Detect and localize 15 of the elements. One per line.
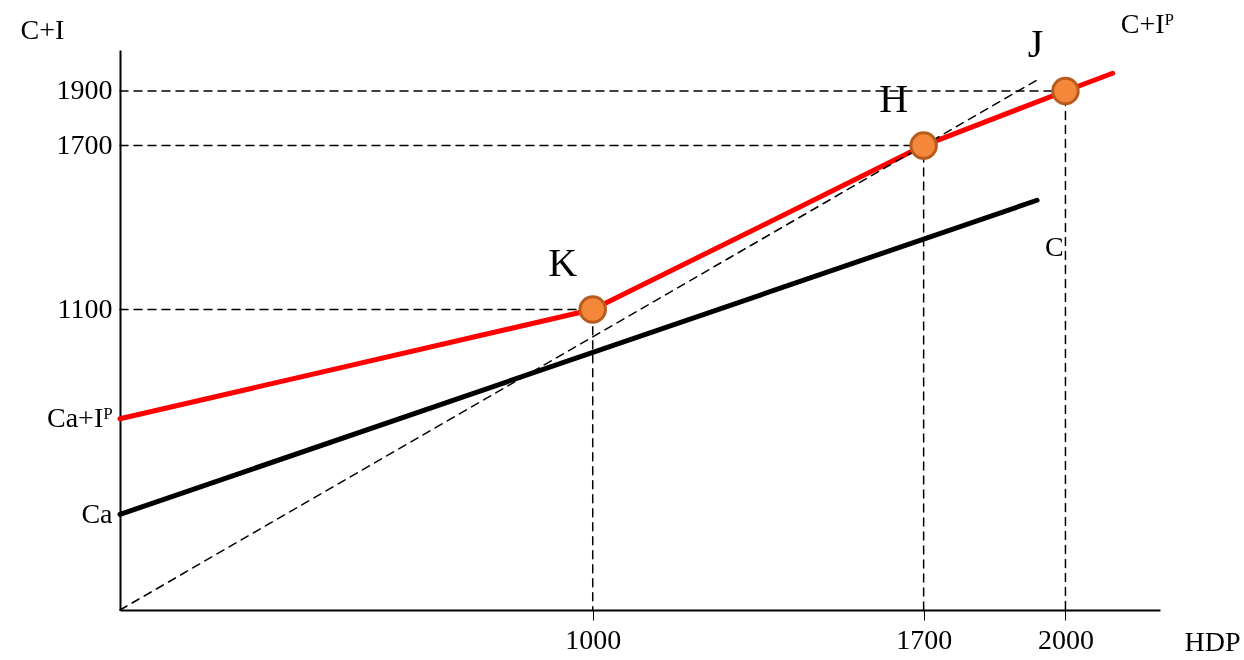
annotation: K [548,239,578,285]
series-label: C [1045,231,1064,263]
x-tick-label: 2000 [1037,623,1094,655]
x-axis-title: HDP [1184,625,1241,657]
y-axis-title: C+I [20,13,65,45]
x-tick-label: 1000 [565,623,622,655]
y-tick-label: 1100 [57,293,113,325]
y-tick-label: Ca [81,497,114,529]
x-tick-label: 1700 [896,623,953,655]
series-label: C+Iᴾ [1120,8,1174,40]
y-tick-label: Ca+Iᴾ [46,402,113,434]
y-tick-label: 1700 [56,129,113,161]
annotation: J [1027,20,1044,66]
annotation: H [879,75,909,121]
y-tick-label: 1900 [56,74,113,106]
